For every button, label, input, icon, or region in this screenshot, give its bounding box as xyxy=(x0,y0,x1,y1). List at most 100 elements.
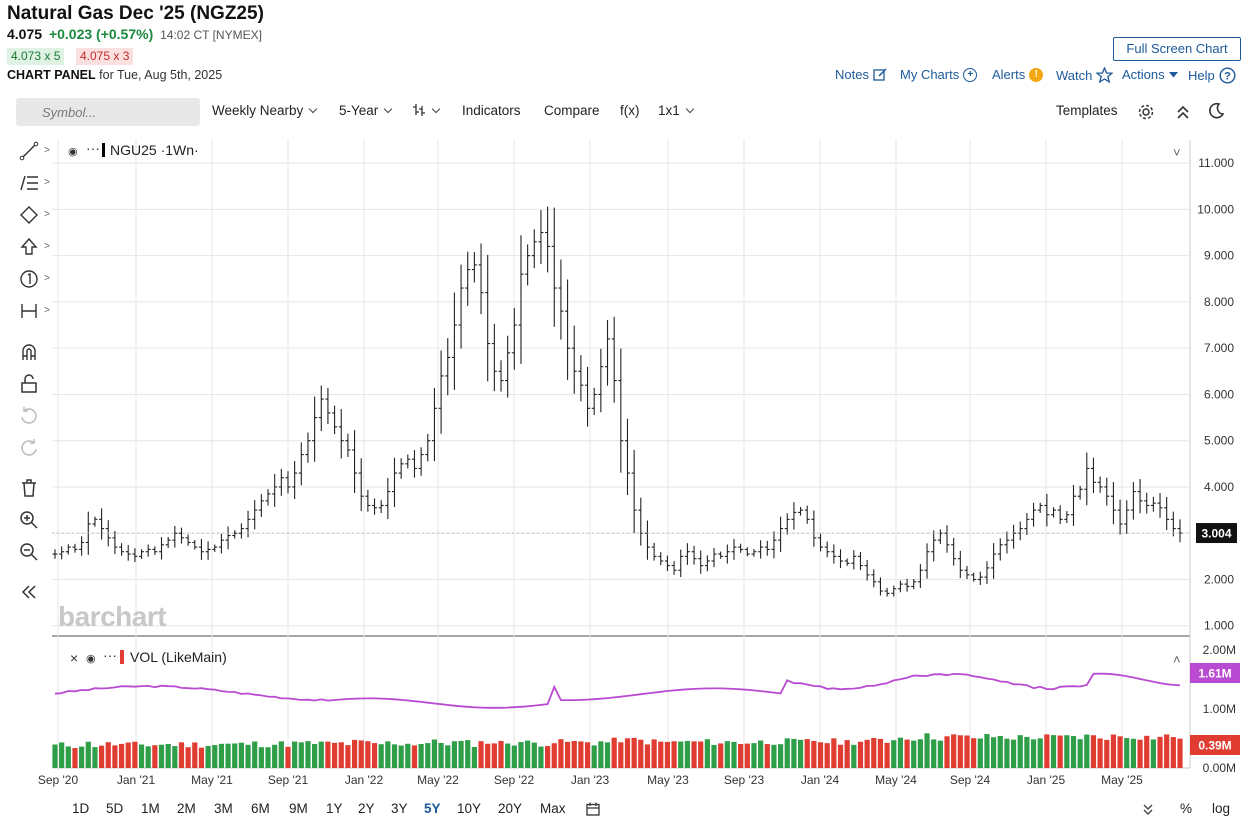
timeframe-9m[interactable]: 9M xyxy=(289,801,308,816)
zoom-in-button[interactable] xyxy=(17,508,41,532)
redo-button[interactable] xyxy=(17,436,41,460)
double-chevron-down-icon[interactable] xyxy=(1142,804,1154,816)
volume-bar xyxy=(578,741,584,768)
volume-bar xyxy=(418,743,424,768)
volume-bar xyxy=(471,746,477,768)
actions-menu[interactable]: Actions xyxy=(1122,67,1178,82)
help-link[interactable]: Help ? xyxy=(1188,67,1236,84)
interval-dropdown[interactable]: Weekly Nearby xyxy=(212,103,318,118)
volume-bar xyxy=(52,744,58,768)
fib-tool-button[interactable] xyxy=(17,171,41,195)
volume-bar xyxy=(971,738,977,768)
last-price-badge xyxy=(1196,523,1237,544)
volume-bar xyxy=(758,740,764,768)
dark-mode-moon-icon[interactable] xyxy=(1207,102,1225,120)
volume-bar xyxy=(511,745,517,768)
volume-bar xyxy=(325,741,331,768)
timeframe-max[interactable]: Max xyxy=(540,801,566,816)
expand-arrow-icon[interactable]: > xyxy=(44,273,50,284)
timeframe-10y[interactable]: 10Y xyxy=(457,801,482,816)
chart-type-dropdown[interactable] xyxy=(412,103,441,118)
expand-arrow-icon[interactable]: > xyxy=(44,241,50,252)
svg-text:?: ? xyxy=(1224,71,1231,83)
timeframe-5d[interactable]: 5D xyxy=(106,801,124,816)
volume-bar xyxy=(631,737,637,768)
x-tick-label: May '25 xyxy=(1101,773,1143,787)
templates-button[interactable]: Templates xyxy=(1056,103,1118,118)
lock-button[interactable] xyxy=(17,372,41,396)
zoom-out-button[interactable] xyxy=(17,540,41,564)
volume-bar xyxy=(571,741,577,768)
collapse-up-icon[interactable] xyxy=(1175,103,1191,121)
volume-bar xyxy=(345,745,351,768)
expand-arrow-icon[interactable]: > xyxy=(44,145,50,156)
arrow-tool-button[interactable] xyxy=(17,235,41,259)
indicators-button[interactable]: Indicators xyxy=(462,103,521,118)
timeframe-1m[interactable]: 1M xyxy=(141,801,160,816)
gear-icon[interactable] xyxy=(1137,103,1155,121)
watch-link[interactable]: Watch xyxy=(1056,67,1114,83)
volume-bar xyxy=(584,742,591,768)
volume-bar xyxy=(638,739,644,768)
magnet-button[interactable] xyxy=(17,340,41,364)
my-charts-link[interactable]: My Charts + xyxy=(900,67,978,82)
expand-arrow-icon[interactable]: > xyxy=(44,177,50,188)
function-button[interactable]: f(x) xyxy=(620,103,640,118)
volume-bar xyxy=(831,738,837,768)
x-tick-label: May '21 xyxy=(191,773,233,787)
timeframe-1y[interactable]: 1Y xyxy=(326,801,343,816)
timeframe-20y[interactable]: 20Y xyxy=(498,801,523,816)
question-circle-icon: ? xyxy=(1219,67,1236,84)
notes-link[interactable]: Notes xyxy=(835,67,888,82)
measure-tool-button[interactable] xyxy=(17,299,41,323)
y-tick-label: 6.000 xyxy=(1204,387,1234,401)
collapse-sidebar-button[interactable] xyxy=(17,580,41,604)
calendar-icon[interactable] xyxy=(586,802,600,816)
x-tick-label: Sep '22 xyxy=(494,773,535,787)
range-dropdown[interactable]: 5-Year xyxy=(339,103,393,118)
volume-bar xyxy=(957,735,963,768)
volume-bar xyxy=(431,739,438,768)
price-chart[interactable]: Sep '20 Jan '21 May '21 Sep '21 Jan '22 May '… xyxy=(0,0,1250,795)
volume-bar xyxy=(897,737,904,768)
timeframe-5y[interactable]: 5Y xyxy=(424,801,441,816)
shape-tool-button[interactable] xyxy=(17,203,41,227)
chart-panel-title: CHART PANEL xyxy=(7,68,96,82)
undo-button[interactable] xyxy=(17,404,41,428)
y-tick-label: 1.000 xyxy=(1204,619,1234,633)
volume-bar xyxy=(272,744,278,768)
volume-bar xyxy=(465,740,471,768)
volume-bar xyxy=(864,739,870,768)
expand-arrow-icon[interactable]: > xyxy=(44,209,50,220)
alerts-link[interactable]: Alerts ! xyxy=(992,67,1044,82)
volume-bar xyxy=(132,741,138,768)
percent-scale-toggle[interactable]: % xyxy=(1180,801,1193,816)
volume-bar xyxy=(744,743,750,768)
volume-bar xyxy=(178,742,185,768)
layout-dropdown[interactable]: 1x1 xyxy=(658,103,695,118)
alert-icon: ! xyxy=(1029,67,1044,82)
volume-bar xyxy=(218,743,225,768)
timeframe-1d[interactable]: 1D xyxy=(72,801,90,816)
log-scale-toggle[interactable]: log xyxy=(1212,801,1231,816)
line-tool-button[interactable] xyxy=(17,139,41,163)
full-screen-chart-button[interactable]: Full Screen Chart xyxy=(1113,37,1241,61)
compare-button[interactable]: Compare xyxy=(544,103,600,118)
volume-bar xyxy=(498,740,504,768)
timeframe-2y[interactable]: 2Y xyxy=(358,801,375,816)
timeframe-3y[interactable]: 3Y xyxy=(391,801,408,816)
annotation-tool-button[interactable] xyxy=(17,267,41,291)
volume-bar xyxy=(385,741,391,768)
symbol-search-input[interactable] xyxy=(16,98,200,126)
timeframe-3m[interactable]: 3M xyxy=(214,801,233,816)
volume-bar xyxy=(331,742,338,768)
volume-bar xyxy=(232,743,238,768)
timeframe-6m[interactable]: 6M xyxy=(251,801,270,816)
volume-bar xyxy=(1097,738,1103,768)
volume-bar xyxy=(252,741,258,768)
range-label: 5-Year xyxy=(339,103,379,118)
expand-arrow-icon[interactable]: > xyxy=(44,305,50,316)
timeframe-2m[interactable]: 2M xyxy=(177,801,196,816)
delete-drawings-button[interactable] xyxy=(17,476,41,500)
volume-bar xyxy=(851,744,857,768)
